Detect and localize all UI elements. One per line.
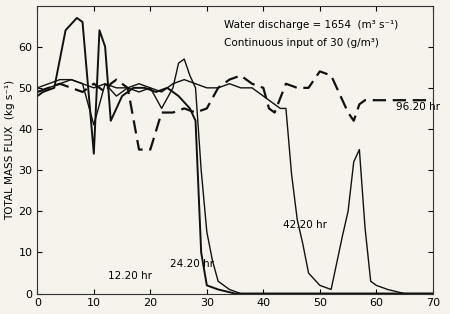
Text: 96.20 hr: 96.20 hr [396,102,440,112]
Text: 12.20 hr: 12.20 hr [108,271,152,281]
Text: 42.20 hr: 42.20 hr [283,220,327,230]
Y-axis label: TOTAL MASS FLUX  (kg s⁻¹): TOTAL MASS FLUX (kg s⁻¹) [5,79,16,219]
Text: 24.20 hr: 24.20 hr [170,259,214,269]
Text: Water discharge = 1654  (m³ s⁻¹): Water discharge = 1654 (m³ s⁻¹) [224,20,398,30]
Text: Continuous input of 30 (g/m³): Continuous input of 30 (g/m³) [224,39,378,48]
